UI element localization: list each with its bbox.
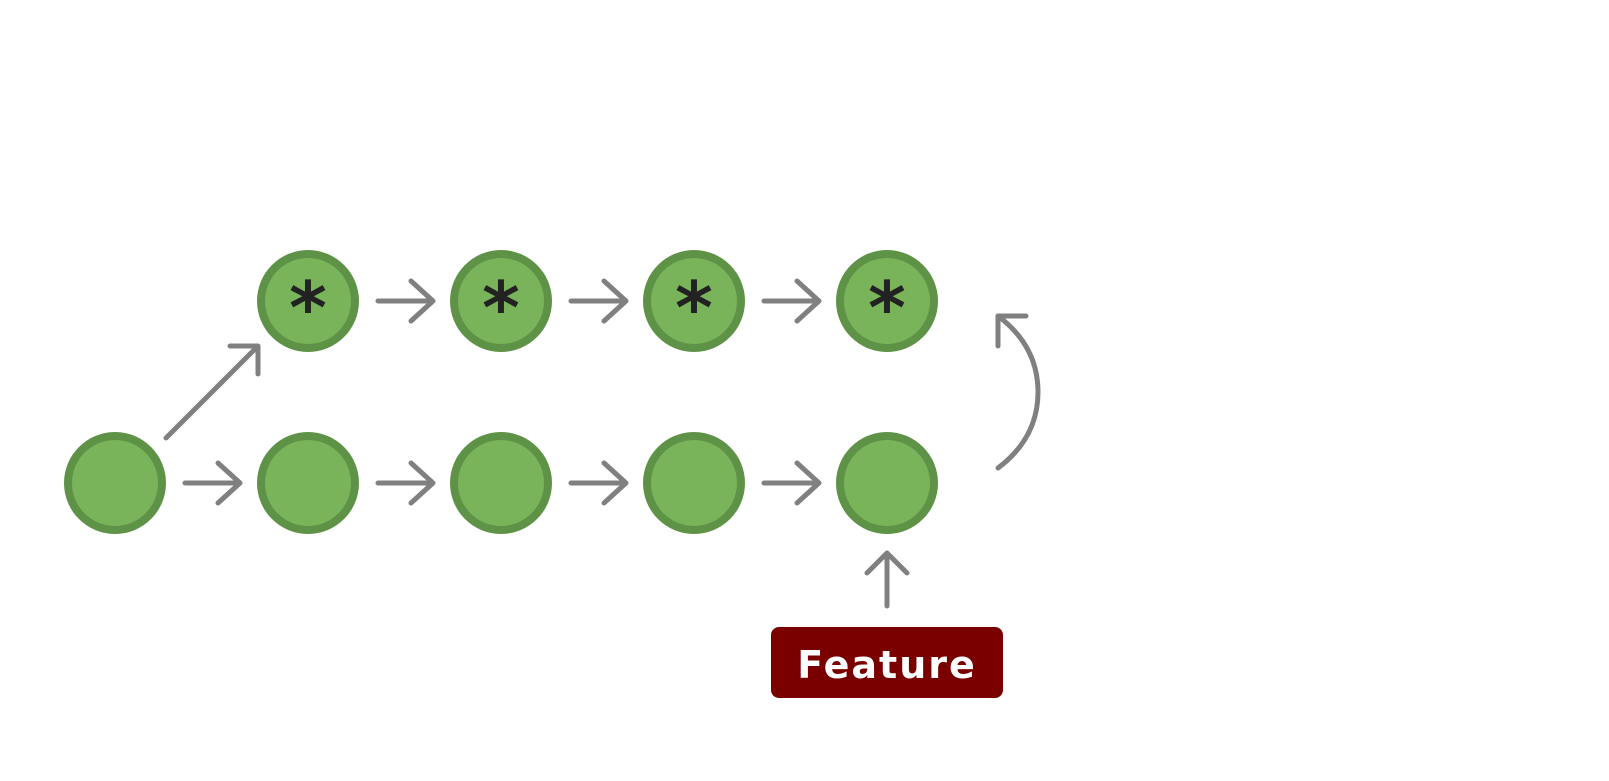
feature-label-text: Feature: [797, 643, 977, 687]
arrow-right-icon: [375, 460, 436, 506]
commit-node-head: [836, 432, 938, 534]
arrow-right-icon: [761, 278, 822, 324]
branch-off-arrow-icon: [163, 343, 261, 441]
arrow-right-icon: [761, 460, 822, 506]
arrow-right-icon: [182, 460, 243, 506]
commit-node: [450, 432, 552, 534]
rewritten-commit-node: *: [257, 250, 359, 352]
rewritten-commit-node: *: [450, 250, 552, 352]
arrow-right-icon: [568, 278, 629, 324]
arrow-up-icon: [864, 550, 910, 609]
feature-label: Feature: [771, 627, 1003, 698]
rewritten-commit-node: *: [836, 250, 938, 352]
rewritten-commit-node: *: [643, 250, 745, 352]
commit-node: [643, 432, 745, 534]
main-branch-arrows: [182, 460, 822, 506]
rewritten-commits: * * * *: [257, 250, 938, 352]
commit-node: [257, 432, 359, 534]
asterisk-marker: *: [289, 266, 327, 350]
asterisk-marker: *: [675, 266, 713, 350]
main-branch-commits: [64, 432, 938, 534]
asterisk-marker: *: [482, 266, 520, 350]
arrow-right-icon: [375, 278, 436, 324]
asterisk-marker: *: [868, 266, 906, 350]
arrow-right-icon: [568, 460, 629, 506]
rewritten-arrows: [163, 278, 822, 441]
curved-arrow-icon: [995, 313, 1041, 471]
commit-node: [64, 432, 166, 534]
